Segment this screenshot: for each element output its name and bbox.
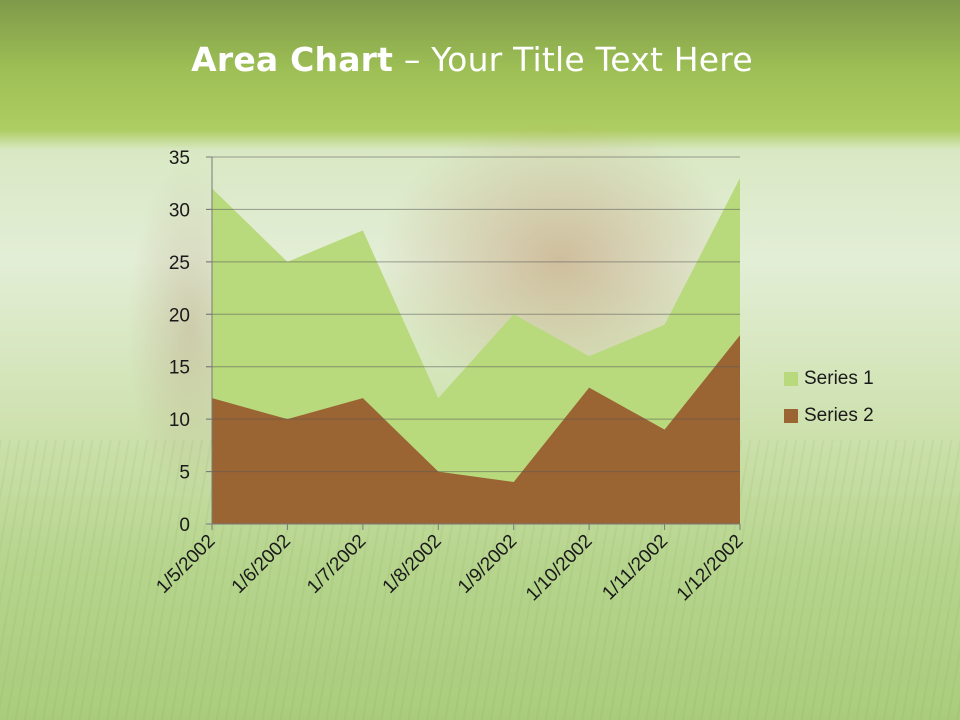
x-tick-label: 1/7/2002 — [303, 531, 370, 598]
y-tick-label: 35 — [169, 148, 190, 169]
y-tick-label: 0 — [179, 515, 190, 536]
x-tick-label: 1/6/2002 — [228, 531, 295, 598]
legend-item-series-1: Series 1 — [784, 360, 874, 397]
gridlines — [206, 156, 740, 473]
legend-item-series-2: Series 2 — [784, 397, 874, 434]
y-tick-label: 15 — [169, 358, 190, 379]
x-tick-label: 1/5/2002 — [152, 531, 219, 598]
x-tick-label: 1/12/2002 — [673, 531, 748, 606]
axes — [206, 156, 741, 530]
y-tick-label: 25 — [169, 253, 190, 274]
legend-label: Series 1 — [804, 367, 874, 389]
legend-label: Series 2 — [804, 404, 874, 426]
chart-legend: Series 1 Series 2 — [784, 360, 874, 434]
x-tick-label: 1/8/2002 — [379, 531, 446, 598]
legend-swatch — [784, 408, 798, 423]
area-series-2 — [212, 335, 740, 524]
y-tick-label: 20 — [169, 305, 190, 326]
y-tick-label: 30 — [169, 200, 190, 221]
slide-title: Area Chart – Your Title Text Here — [0, 40, 944, 79]
x-tick-label: 1/11/2002 — [598, 531, 672, 605]
series-areas — [212, 177, 740, 524]
y-tick-labels: 0 5 10 15 20 25 30 35 — [169, 148, 190, 536]
title-rest: – Your Title Text Here — [393, 40, 753, 79]
legend-swatch — [784, 371, 798, 386]
x-tick-labels: 1/5/2002 1/6/2002 1/7/2002 1/8/2002 1/9/2002… — [152, 531, 747, 606]
y-tick-label: 10 — [169, 410, 190, 431]
y-tick-label: 5 — [179, 463, 190, 484]
title-bold: Area Chart — [191, 40, 394, 79]
x-tick-label: 1/10/2002 — [522, 531, 597, 606]
x-tick-label: 1/9/2002 — [454, 531, 521, 598]
